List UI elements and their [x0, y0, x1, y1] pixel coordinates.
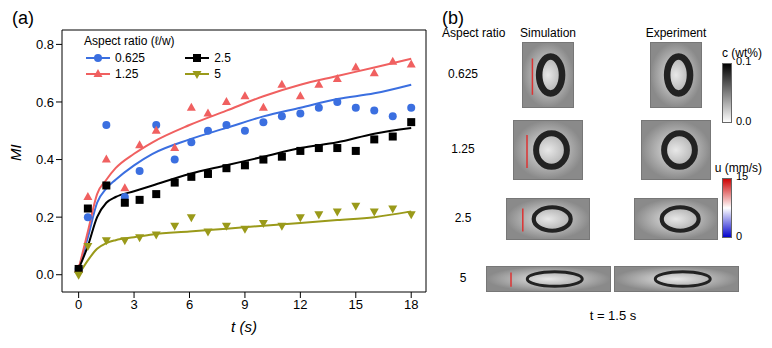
html-text:0.1: 0.1 — [736, 55, 752, 67]
html-text:5: 5 — [214, 67, 221, 81]
svg-text:3: 3 — [130, 297, 137, 312]
html-text:5: 5 — [459, 271, 467, 285]
svg-text:15: 15 — [349, 297, 363, 312]
svg-text:0: 0 — [75, 297, 82, 312]
svg-text:t (s): t (s) — [231, 318, 257, 335]
html-text:0.625: 0.625 — [448, 67, 478, 81]
svg-text:0.2: 0.2 — [36, 210, 54, 225]
html-text:Aspect ratio (ℓ/w): Aspect ratio (ℓ/w) — [84, 34, 175, 48]
html-text:0.625: 0.625 — [115, 51, 145, 65]
svg-text:9: 9 — [241, 297, 248, 312]
svg-text:6: 6 — [186, 297, 193, 312]
html-text:u (mm/s): u (mm/s) — [714, 161, 762, 175]
svg-text:12: 12 — [293, 297, 307, 312]
html-text:c (wt%): c (wt%) — [722, 46, 762, 60]
html-text:Simulation: Simulation — [520, 26, 576, 40]
html-text:0: 0 — [736, 230, 743, 242]
svg-text:0.6: 0.6 — [36, 95, 54, 110]
html-text:t = 1.5 s: t = 1.5 s — [589, 308, 637, 323]
html-text:2.5: 2.5 — [454, 211, 472, 225]
svg-text:0.0: 0.0 — [36, 267, 54, 282]
svg-text:0.4: 0.4 — [36, 152, 54, 167]
html-text:0.0: 0.0 — [736, 115, 752, 127]
html-text:15: 15 — [736, 170, 749, 182]
html-text:1.25: 1.25 — [451, 142, 475, 156]
html-text:(b): (b) — [442, 8, 464, 28]
html-text:2.5: 2.5 — [214, 51, 231, 65]
svg-text:MI: MI — [8, 144, 24, 161]
html-text:(a): (a) — [12, 8, 34, 28]
html-text:Aspect ratio: Aspect ratio — [442, 26, 506, 40]
svg-text:18: 18 — [404, 297, 418, 312]
html-text:1.25: 1.25 — [115, 67, 139, 81]
svg-text:0.8: 0.8 — [36, 37, 54, 52]
html-text:Experiment: Experiment — [645, 26, 707, 40]
